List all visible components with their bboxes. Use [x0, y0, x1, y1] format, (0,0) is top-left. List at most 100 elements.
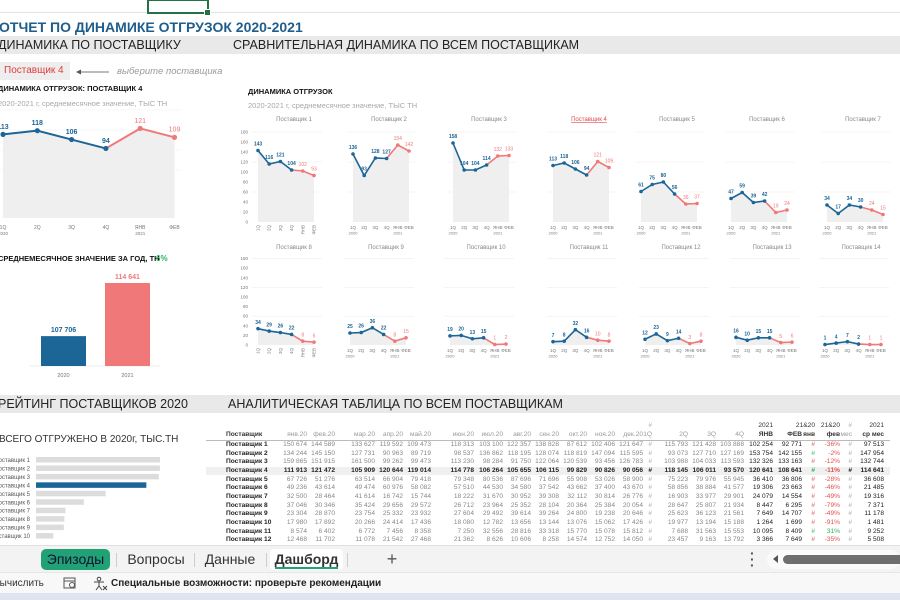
data-point [312, 173, 316, 178]
table-column-header: май.20 [409, 431, 431, 438]
table-cell: 32 500 [286, 492, 307, 500]
area-fill [553, 161, 609, 222]
data-point [607, 165, 611, 170]
workbook-statistics-icon[interactable] [63, 577, 77, 590]
data-label: 121 [276, 153, 285, 159]
data-label: 36 [370, 319, 376, 325]
table-cell: 133 163 [778, 458, 802, 466]
x-tick-label: ЯНВ [135, 225, 146, 231]
area-fill [731, 192, 787, 222]
table-cell: 121 428 [692, 441, 716, 448]
table-cell: 121 647 [619, 441, 643, 448]
x-tick-label: 1Q [350, 225, 357, 230]
bar-value-label: 107 706 [51, 327, 76, 334]
data-label: 93 [311, 167, 317, 173]
data-point [562, 339, 566, 343]
tab-episodes[interactable]: Эпизоды [41, 549, 110, 570]
x-tick-label: 4Q [762, 225, 769, 230]
table-cell: 17 426 [622, 518, 643, 526]
table-cell: 15 744 [410, 492, 431, 500]
table-cell: 25 807 [695, 501, 716, 509]
area-fill [258, 328, 314, 345]
table-cell: 33 318 [538, 527, 559, 535]
data-point [289, 168, 294, 172]
table-cell: 11 178 [864, 510, 884, 518]
scrollbar-thumb[interactable] [783, 555, 900, 564]
x-tick-label: ЯНВ [390, 348, 400, 353]
tab-questions[interactable]: Вопросы [127, 551, 185, 567]
data-label: 32 [573, 321, 579, 327]
x-tick-label: 4Q [672, 225, 679, 230]
table-cell: # [648, 449, 652, 457]
table-cell: 12 782 [482, 518, 503, 526]
table-cell: 14 574 [566, 536, 587, 544]
data-label: 2 [857, 335, 860, 341]
table-cell: 105 655 [507, 466, 531, 474]
rating-label: Поставщик 7 [0, 509, 31, 515]
data-label: 158 [449, 134, 458, 140]
data-point [823, 342, 827, 347]
more-options-icon[interactable]: · · · [750, 545, 755, 573]
data-label: 118 [560, 154, 568, 160]
rating-bar [36, 507, 66, 514]
selected-cell[interactable] [147, 0, 211, 16]
tab-dashboard[interactable]: Дашборд [270, 549, 343, 570]
table-cell: 25 332 [382, 510, 403, 518]
accessibility-icon[interactable] [93, 576, 108, 591]
data-point [404, 336, 408, 340]
calculate-button[interactable]: Вычислить [0, 578, 44, 589]
table-cell: 132 744 [860, 458, 884, 466]
table-cell: 9 163 [699, 536, 716, 544]
table-cell: -46% [824, 484, 840, 492]
data-point [278, 159, 283, 164]
table-row-name: Поставщик 8 [226, 501, 268, 509]
table-cell: # [648, 518, 652, 526]
table-cell: 44 530 [482, 484, 503, 492]
line-2020 [730, 191, 765, 204]
data-point [470, 336, 475, 341]
table-cell: 29 901 [723, 492, 744, 500]
area-fill [453, 143, 509, 222]
table-column-header: ЯНВ [758, 431, 773, 438]
data-point [858, 205, 863, 209]
data-label: 9 [666, 332, 669, 338]
data-label: 37 [694, 195, 700, 201]
tab-separator [266, 553, 267, 567]
area-fill [645, 333, 701, 345]
table-cell: 15 553 [723, 527, 744, 535]
data-point [496, 154, 500, 158]
line-2020 [2, 129, 107, 150]
tab-data[interactable]: Данные [204, 551, 256, 567]
table-cell: 79 418 [410, 475, 431, 483]
table-cell: 31 563 [695, 527, 716, 535]
table-row-name: Поставщик 1 [226, 441, 268, 448]
data-point [695, 201, 699, 206]
rating-label: Поставщик 6 [0, 500, 31, 506]
table-cell: 105 909 [351, 466, 375, 474]
table-cell: 49 474 [354, 484, 375, 492]
table-column-header: 1Q [643, 431, 652, 438]
table-cell: 55 945 [723, 475, 744, 483]
tab-separator [116, 553, 117, 567]
table-cell: 11 702 [315, 536, 335, 544]
data-label: 16 [733, 329, 739, 335]
add-sheet-button[interactable]: + [386, 549, 398, 569]
scroll-left-icon[interactable] [773, 555, 778, 563]
data-label: 5 [779, 334, 782, 340]
table-cell: 120 641 [749, 466, 773, 474]
year-label: 2020 [732, 354, 742, 359]
panel-title: Поставщик 7 [845, 117, 881, 123]
table-cell: 26 712 [453, 501, 474, 509]
data-label: 2 [505, 335, 508, 341]
horizontal-scrollbar[interactable] [767, 550, 900, 569]
table-cell: 153 754 [749, 449, 773, 457]
accessibility-status[interactable]: Специальные возможности: проверьте реком… [111, 578, 382, 589]
table-cell: -49% [824, 510, 840, 518]
data-label: 36 [683, 195, 689, 201]
table-cell: 98 537 [453, 449, 474, 457]
table-cell: 28 647 [667, 501, 688, 509]
table-cell: 99 262 [382, 458, 403, 466]
y-tick-label: 160 [240, 140, 248, 145]
supplier-select[interactable]: Поставщик 4 [0, 62, 70, 80]
data-point [672, 192, 677, 196]
